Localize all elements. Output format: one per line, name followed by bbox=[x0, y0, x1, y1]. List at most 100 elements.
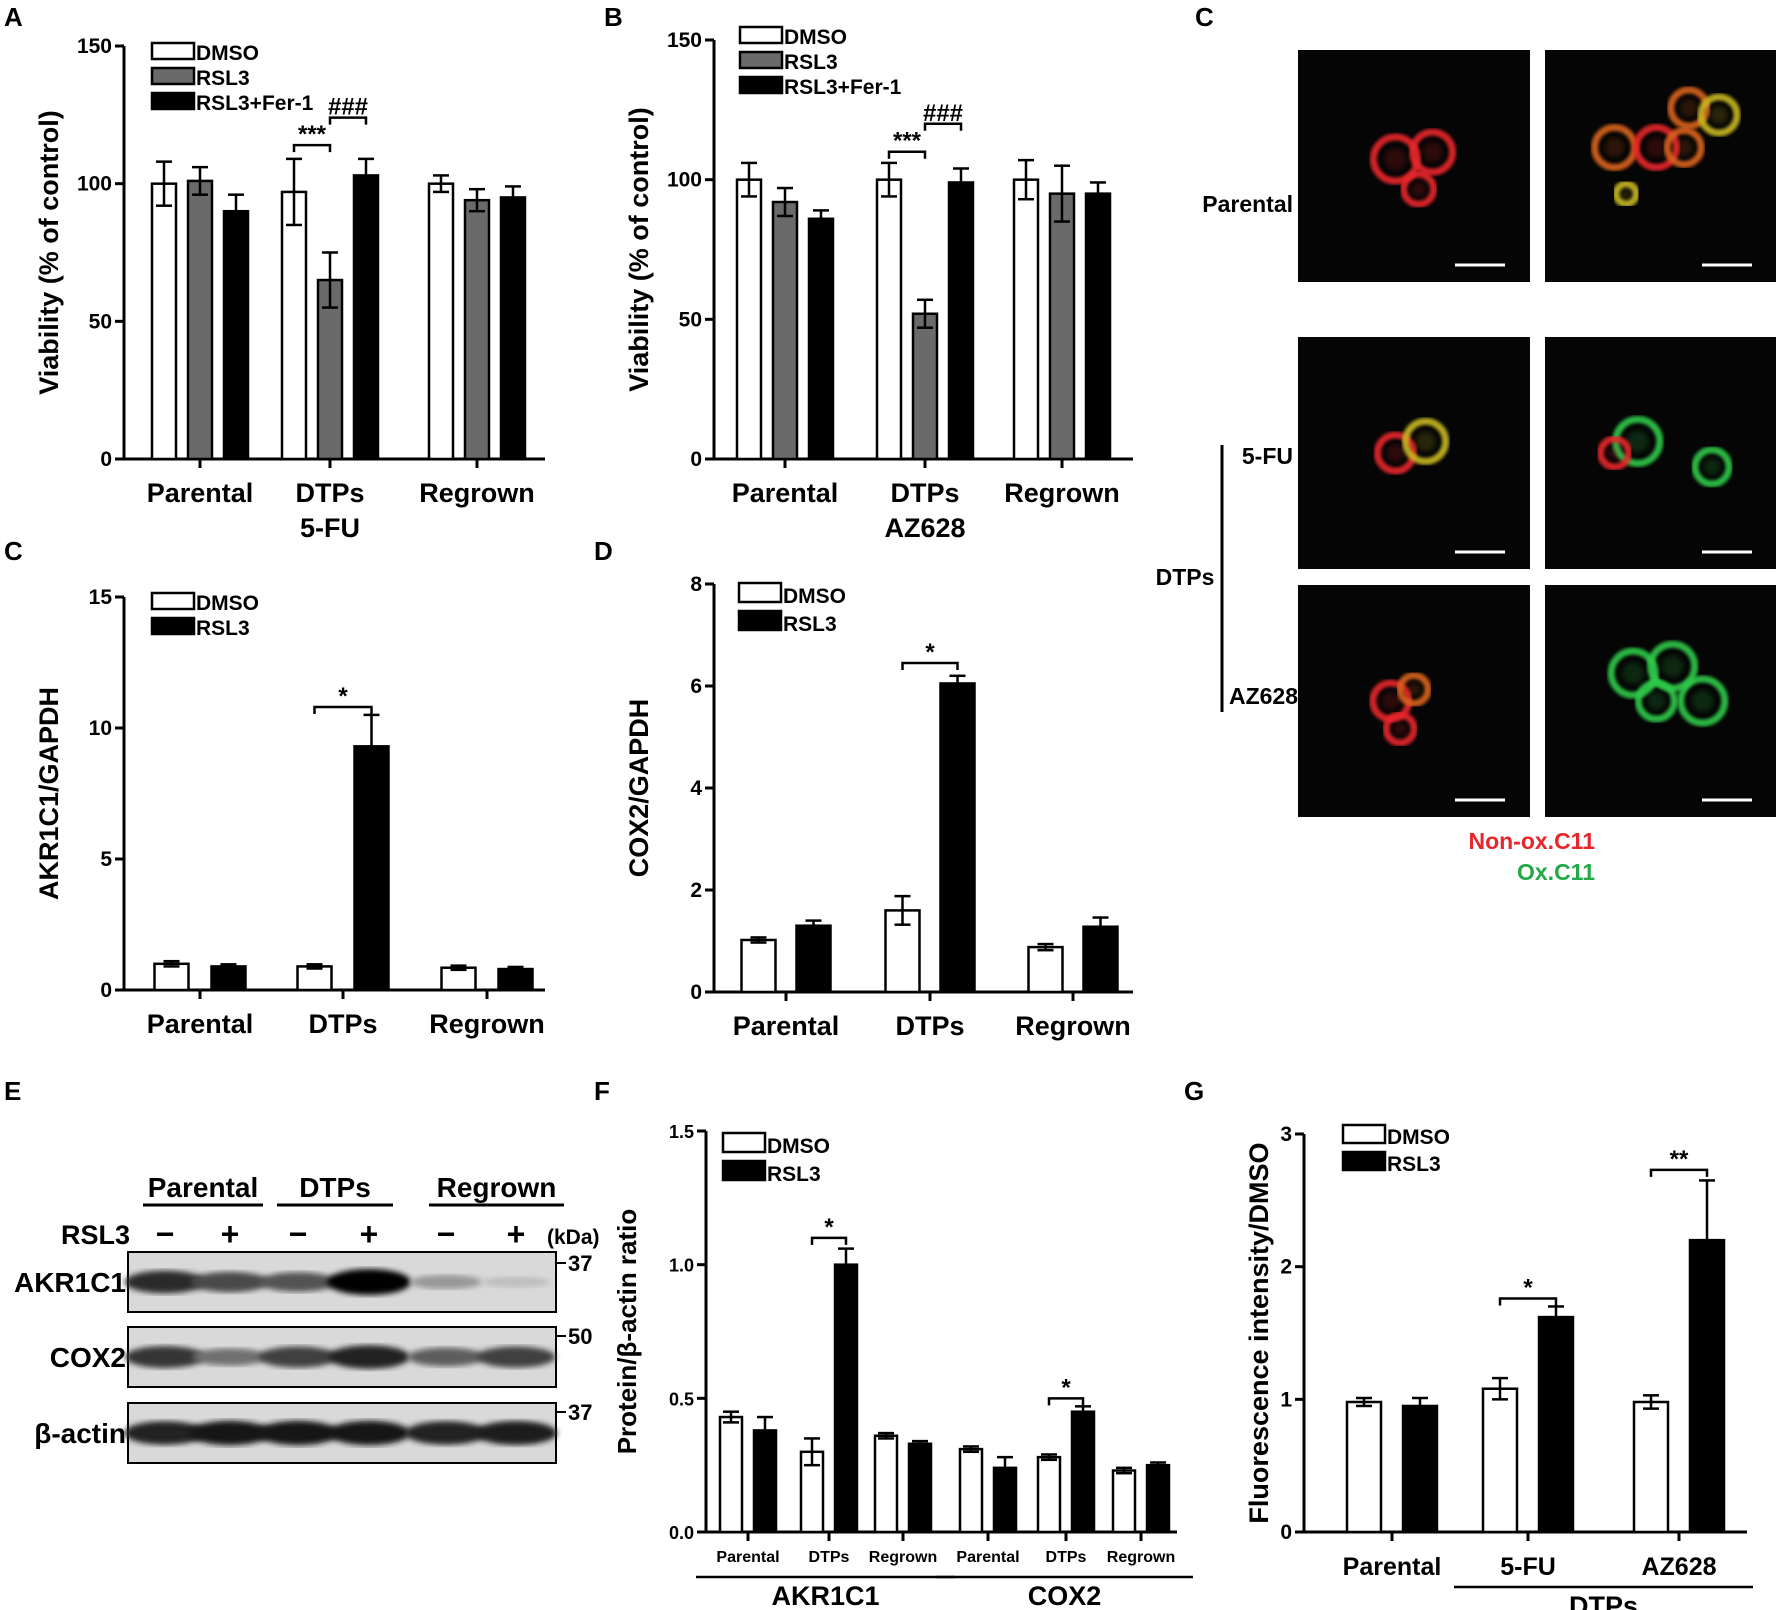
y-tick-label: 100 bbox=[667, 169, 702, 192]
x-tick-label: Regrown bbox=[869, 1549, 937, 1566]
blot-band bbox=[258, 1346, 338, 1368]
significance-label: ### bbox=[328, 94, 368, 121]
bar bbox=[947, 181, 975, 461]
cell-nucleus bbox=[1407, 682, 1421, 697]
y-tick-label: 0 bbox=[1280, 1521, 1292, 1544]
significance-bracket bbox=[810, 1236, 848, 1245]
bar bbox=[316, 278, 344, 461]
blot-rsl3-label: RSL3 bbox=[61, 1220, 130, 1250]
blot-band bbox=[192, 1348, 268, 1366]
bar bbox=[1345, 1400, 1383, 1534]
bar bbox=[958, 1447, 984, 1534]
cell-ring bbox=[1634, 679, 1678, 723]
bar bbox=[875, 178, 903, 461]
cell-ring bbox=[1663, 126, 1705, 168]
cell-nucleus bbox=[1647, 692, 1666, 710]
y-axis-label: AKR1C1/GAPDH bbox=[34, 687, 64, 900]
legend-swatch bbox=[150, 66, 196, 86]
significance-bracket bbox=[1649, 1168, 1709, 1177]
cell-ring bbox=[1396, 671, 1432, 707]
y-tick-label: 10 bbox=[89, 717, 112, 740]
bar bbox=[740, 938, 777, 994]
significance-label: * bbox=[338, 683, 348, 710]
cell-nucleus bbox=[1393, 721, 1408, 736]
blot-kda-label: (kDa) bbox=[547, 1226, 600, 1249]
bar bbox=[280, 190, 308, 461]
x-tick-label: 5-FU bbox=[1500, 1553, 1556, 1581]
cell-ring bbox=[1667, 86, 1711, 130]
y-tick-label: 1.0 bbox=[669, 1256, 694, 1276]
micro-group-label: DTPs bbox=[1156, 564, 1215, 590]
bar bbox=[210, 965, 247, 992]
cell-nucleus bbox=[1621, 188, 1632, 199]
micro-legend-ox: Ox.C11 bbox=[1517, 859, 1595, 885]
cell-nucleus bbox=[1679, 99, 1698, 117]
legend-swatch bbox=[738, 75, 784, 95]
cell-ring bbox=[1597, 435, 1633, 471]
blot-marker-label: 50 bbox=[568, 1324, 592, 1349]
blot-band bbox=[474, 1420, 558, 1446]
y-tick-label: 150 bbox=[77, 35, 112, 58]
legend-label: RSL3 bbox=[783, 613, 837, 636]
chart-g-fluorescence: 0 1 2 3 Fluorescence intensity/DMSO Parental 5… bbox=[1244, 1123, 1753, 1610]
legend-label: DMSO bbox=[784, 26, 847, 49]
legend-label: DMSO bbox=[1387, 1126, 1450, 1149]
y-tick-label: 6 bbox=[690, 675, 702, 698]
y-tick-label: 50 bbox=[679, 308, 702, 331]
chart-b-viability-az628: 0 50 100 150 Viability (% of control) Parenta… bbox=[624, 25, 1133, 543]
significance-label: * bbox=[1061, 1374, 1071, 1401]
legend-label: RSL3 bbox=[767, 1163, 821, 1186]
bar bbox=[873, 1434, 899, 1534]
x-tick-label: Regrown bbox=[419, 478, 535, 508]
micro-legend-nonox: Non-ox.C11 bbox=[1468, 828, 1595, 854]
bar bbox=[296, 965, 333, 992]
cell-ring bbox=[1677, 675, 1729, 727]
significance-label: ** bbox=[1670, 1146, 1689, 1173]
panel-label-e: E bbox=[4, 1076, 21, 1106]
chart-a-viability-5fu: 0 50 100 150 Viability (% of control) Parenta… bbox=[34, 35, 545, 543]
legend-swatch bbox=[150, 616, 196, 636]
blot-marker-label: 37 bbox=[568, 1251, 592, 1276]
blot-treatment-sign: + bbox=[507, 1216, 526, 1252]
panel-label-d: D bbox=[594, 536, 613, 566]
cell-nucleus bbox=[1604, 137, 1625, 158]
panel-label-c-microscopy: C bbox=[1195, 2, 1214, 32]
chart-d-cox2-mrna: 0 2 4 6 8 COX2/GAPDH Parental DTPs Regrown * DMSO R… bbox=[624, 573, 1133, 1041]
bar bbox=[499, 196, 527, 461]
significance-bracket bbox=[887, 150, 927, 159]
y-tick-label: 2 bbox=[1280, 1256, 1292, 1279]
legend-swatch bbox=[738, 50, 784, 70]
y-tick-label: 150 bbox=[667, 29, 702, 52]
cell-nucleus bbox=[1381, 692, 1400, 710]
bar bbox=[1145, 1463, 1171, 1534]
micro-row-label: 5-FU bbox=[1242, 443, 1293, 469]
cell-nucleus bbox=[1710, 105, 1728, 124]
x-tick-label: Parental bbox=[716, 1549, 779, 1566]
y-tick-label: 0 bbox=[100, 448, 112, 471]
panel-label-g: G bbox=[1184, 1076, 1204, 1106]
cell-ring bbox=[1612, 180, 1640, 208]
microscopy-grid: DMSORSL3Parental5-FUAZ628DTPsNon-ox.C11O… bbox=[1156, 50, 1776, 885]
legend-label: RSL3 bbox=[1387, 1153, 1441, 1176]
bar bbox=[1401, 1404, 1439, 1534]
significance-bracket bbox=[292, 143, 332, 153]
blot-band bbox=[410, 1275, 482, 1289]
blot-marker-label: 37 bbox=[568, 1400, 592, 1425]
x-tick-label: DTPs bbox=[308, 1009, 377, 1039]
bar bbox=[735, 178, 763, 461]
panel-label-c: C bbox=[4, 536, 23, 566]
blot-row-label: COX2 bbox=[50, 1342, 126, 1373]
x-tick-label: Regrown bbox=[1107, 1549, 1175, 1566]
y-axis-label: Viability (% of control) bbox=[624, 107, 654, 392]
group-label: COX2 bbox=[1028, 1581, 1102, 1610]
significance-label: * bbox=[925, 639, 935, 666]
blot-band bbox=[481, 1276, 551, 1288]
blot-row-label: AKR1C1 bbox=[14, 1267, 126, 1298]
legend-swatch bbox=[150, 591, 196, 611]
blot-band bbox=[405, 1421, 487, 1445]
cell-nucleus bbox=[1415, 431, 1436, 452]
y-tick-label: 5 bbox=[100, 848, 112, 871]
bar bbox=[771, 200, 799, 461]
cell-nucleus bbox=[1646, 137, 1667, 158]
